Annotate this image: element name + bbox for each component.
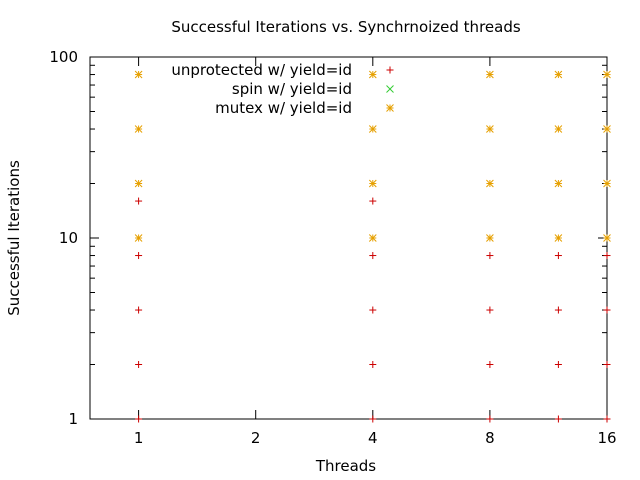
data-point-star <box>368 234 377 242</box>
data-point-plus <box>135 197 143 205</box>
legend-marker-plus <box>386 66 394 74</box>
y-tick-label: 10 <box>59 229 78 247</box>
y-tick-label: 100 <box>49 48 78 66</box>
data-point-star <box>554 125 563 133</box>
axes: 1 2 4 8 16 1 10 100 <box>49 48 616 447</box>
data-point-plus <box>554 361 562 369</box>
data-point-star <box>134 234 143 242</box>
data-point-plus <box>554 415 562 423</box>
data-point-plus <box>486 252 494 260</box>
x-tick-label: 1 <box>134 429 144 447</box>
data-point-star <box>554 234 563 242</box>
data-point-star <box>368 125 377 133</box>
legend-marker-star <box>386 104 394 112</box>
data-point-plus <box>486 306 494 314</box>
x-axis-title: Threads <box>315 457 376 475</box>
data-point-plus <box>554 252 562 260</box>
data-point-plus <box>603 306 611 314</box>
y-tick-label: 1 <box>68 410 78 428</box>
data-point-plus <box>486 415 494 423</box>
data-point-star <box>368 70 377 79</box>
x-tick-label: 4 <box>368 429 378 447</box>
data-point-plus <box>135 415 143 423</box>
data-point-plus <box>554 306 562 314</box>
data-point-plus <box>369 197 377 205</box>
data-point-plus <box>369 252 377 260</box>
data-point-star <box>486 125 494 133</box>
y-axis-title: Successful Iterations <box>5 160 23 316</box>
data-point-star <box>134 179 143 188</box>
data-marks <box>134 70 611 423</box>
x-tick-label: 16 <box>597 429 616 447</box>
data-point-plus <box>135 361 143 369</box>
data-point-star <box>554 179 563 188</box>
data-point-plus <box>603 252 611 260</box>
data-point-star <box>486 234 494 242</box>
legend-label: spin w/ yield=id <box>232 80 352 98</box>
data-point-star <box>603 179 611 188</box>
legend-marker-cross <box>386 85 394 93</box>
data-point-plus <box>486 361 494 369</box>
chart-title: Successful Iterations vs. Synchrnoized t… <box>171 18 521 36</box>
data-point-plus <box>603 361 611 369</box>
data-point-star <box>134 70 143 79</box>
legend-label: mutex w/ yield=id <box>215 99 352 117</box>
data-point-star <box>368 179 377 188</box>
data-point-plus <box>369 306 377 314</box>
data-point-star <box>603 234 611 242</box>
data-point-star <box>134 125 143 133</box>
data-point-star <box>486 179 494 188</box>
data-point-plus <box>135 252 143 260</box>
data-point-star <box>603 70 611 79</box>
data-point-star <box>603 125 611 133</box>
data-point-plus <box>369 361 377 369</box>
x-tick-label: 2 <box>251 429 261 447</box>
data-point-plus <box>369 415 377 423</box>
x-tick-label: 8 <box>485 429 495 447</box>
data-point-plus <box>135 306 143 314</box>
data-point-star <box>486 70 494 79</box>
legend-label: unprotected w/ yield=id <box>171 61 352 79</box>
data-point-plus <box>603 415 611 423</box>
data-point-star <box>554 70 563 79</box>
